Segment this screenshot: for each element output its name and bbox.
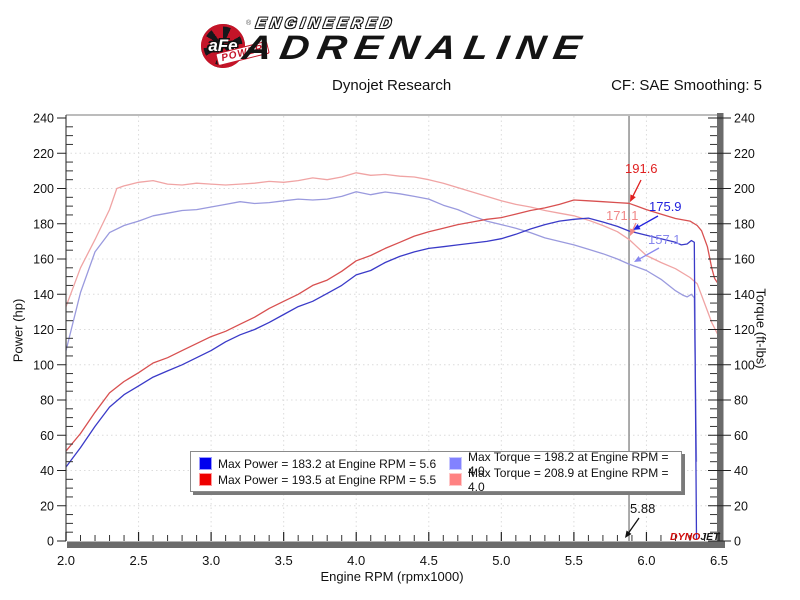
y-left-tick-label: 200 (33, 182, 54, 196)
y-right-tick-label: 220 (734, 147, 755, 161)
x-tick-label: 5.5 (565, 553, 583, 568)
cursor-rpm-label: 5.88 (630, 501, 656, 516)
x-tick-label: 2.0 (57, 553, 75, 568)
y-left-tick-label: 100 (33, 358, 54, 372)
callout-torque-red: 171.1 (606, 208, 639, 223)
dynojet-watermark-dyno: DYNO (670, 531, 701, 543)
y-right-tick-label: 140 (734, 288, 755, 302)
curve-torque-blue (65, 191, 698, 462)
legend-item-max-power-blue: Max Power = 183.2 at Engine RPM = 5.6 (199, 456, 449, 471)
callout-torque-blue: 157.1 (648, 232, 681, 247)
smoothing-info: CF: SAE Smoothing: 5 (611, 77, 762, 94)
legend-swatch-torque-blue (449, 457, 462, 470)
y-right-tick-label: 120 (734, 323, 755, 337)
y-left-tick-label: 80 (40, 394, 54, 408)
y-right-tick-label: 180 (734, 217, 755, 231)
x-tick-label: 6.0 (637, 553, 655, 568)
y-right-tick-label: 160 (734, 253, 755, 267)
y-left-tick-label: 140 (33, 288, 54, 302)
legend-swatch-power-red (199, 473, 212, 486)
registered-mark: ® (246, 20, 252, 27)
y-right-tick-label: 240 (734, 112, 755, 126)
dynojet-watermark: DYNOJET (670, 531, 720, 543)
legend-label: Max Torque = 198.2 at Engine RPM = 4.0 (468, 449, 669, 478)
annotation-arrows (625, 179, 660, 538)
y-axis-title-torque: Torque (ft-lbs) (753, 288, 769, 369)
x-tick-label: 6.5 (710, 553, 728, 568)
y-left-tick-label: 220 (33, 147, 54, 161)
y-left-tick-label: 60 (40, 429, 54, 443)
y-left-tick-label: 160 (33, 253, 54, 267)
gridlines (66, 116, 719, 541)
y-right-tick-label: 80 (734, 394, 748, 408)
dynojet-watermark-jet: JET (700, 531, 720, 543)
x-tick-label: 4.5 (420, 553, 438, 568)
y-left-tick-label: 240 (33, 112, 54, 126)
y-right-tick-label: 60 (734, 429, 748, 443)
x-tick-label: 3.5 (275, 553, 293, 568)
x-tick-label: 5.0 (492, 553, 510, 568)
curve-torque-red (65, 172, 719, 335)
y-right-tick-label: 20 (734, 499, 748, 513)
axis-ticks (57, 117, 731, 542)
y-left-tick-label: 180 (33, 217, 54, 231)
y-right-tick-label: 0 (734, 535, 741, 549)
y-left-tick-label: 120 (33, 323, 54, 337)
curve-power-red (65, 199, 719, 452)
legend-item-max-torque-blue: Max Torque = 198.2 at Engine RPM = 4.0 (449, 450, 675, 478)
y-axis-title-power: Power (hp) (10, 298, 26, 363)
legend-label: Max Torque = 208.9 at Engine RPM = 4.0 (468, 465, 669, 494)
legend-swatch-power-blue (199, 457, 212, 470)
callout-power-blue: 175.9 (649, 199, 682, 214)
y-left-tick-label: 20 (40, 499, 54, 513)
legend-item-max-power-red: Max Power = 193.5 at Engine RPM = 5.5 (199, 472, 449, 487)
x-tick-label: 4.0 (347, 553, 365, 568)
x-tick-label: 2.5 (130, 553, 148, 568)
legend-item-max-torque-red: Max Torque = 208.9 at Engine RPM = 4.0 (449, 466, 675, 494)
y-left-tick-label: 0 (47, 535, 54, 549)
x-tick-label: 3.0 (202, 553, 220, 568)
y-right-tick-label: 40 (734, 464, 748, 478)
callout-power-red: 191.6 (625, 161, 658, 176)
legend: Max Power = 183.2 at Engine RPM = 5.6 Ma… (190, 450, 682, 494)
y-right-tick-label: 100 (734, 358, 755, 372)
x-axis-title: Engine RPM (rpmx1000) (320, 569, 464, 584)
y-left-tick-label: 40 (40, 464, 54, 478)
legend-label: Max Power = 193.5 at Engine RPM = 5.5 (218, 472, 437, 487)
legend-swatch-torque-red (449, 473, 462, 486)
chart-title: Dynojet Research (332, 77, 452, 94)
tick-labels: 0 0 20 20 40 40 60 60 80 80 100 100 120 120 140 140 160 1… (33, 112, 755, 569)
legend-label: Max Power = 183.2 at Engine RPM = 5.6 (218, 456, 437, 471)
y-right-tick-label: 200 (734, 182, 755, 196)
